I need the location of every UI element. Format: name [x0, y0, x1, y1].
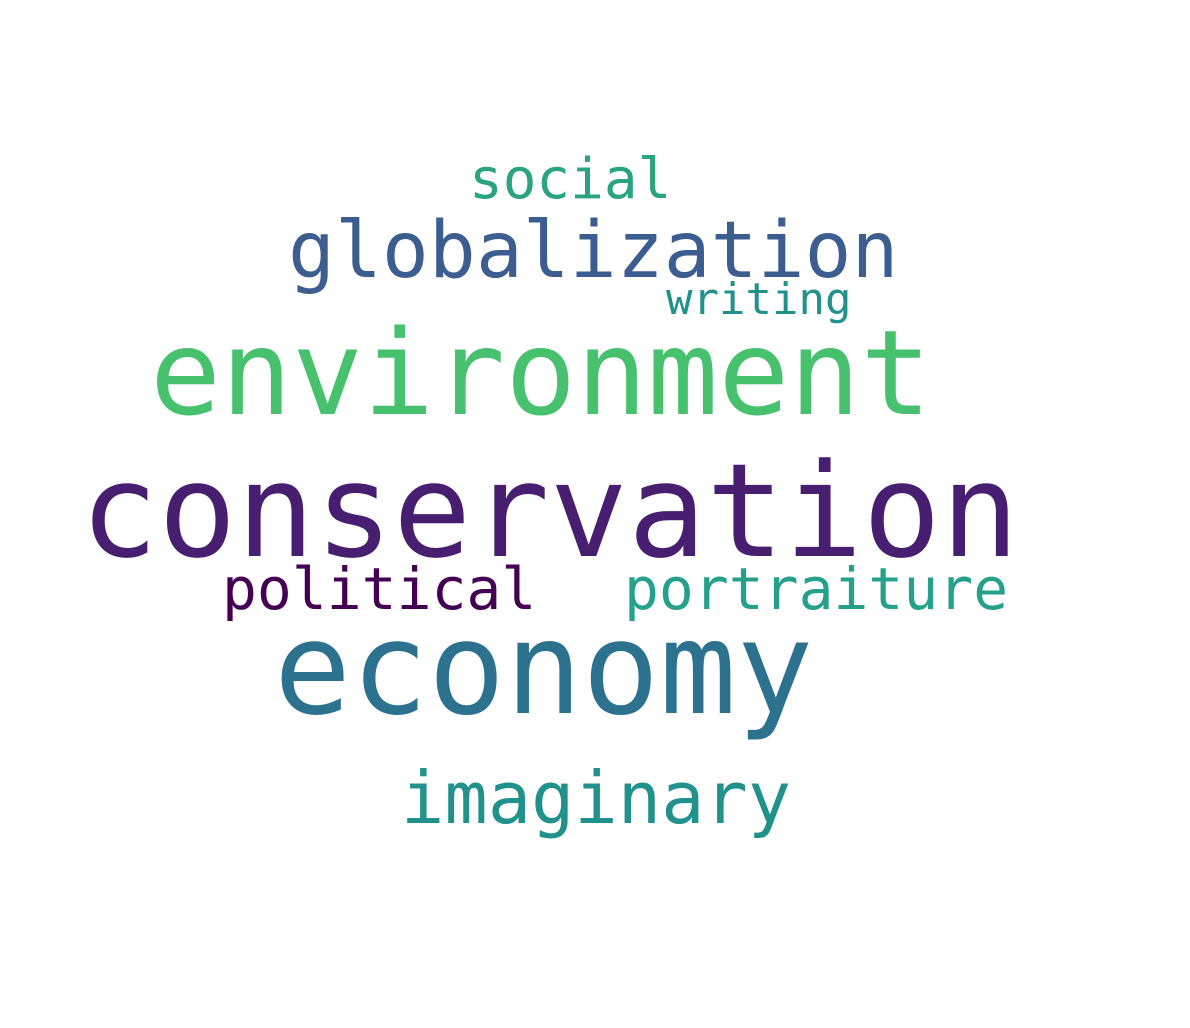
word-political: political [222, 555, 537, 623]
word-social: social [469, 147, 672, 212]
word-conservation: conservation [80, 435, 1020, 587]
word-portraiture: portraiture [624, 555, 1009, 623]
word-imaginary: imaginary [401, 756, 792, 840]
word-globalization: globalization [288, 206, 899, 296]
word-writing: writing [666, 274, 852, 325]
word-economy: economy [274, 595, 814, 744]
word-environment: environment [150, 304, 932, 442]
